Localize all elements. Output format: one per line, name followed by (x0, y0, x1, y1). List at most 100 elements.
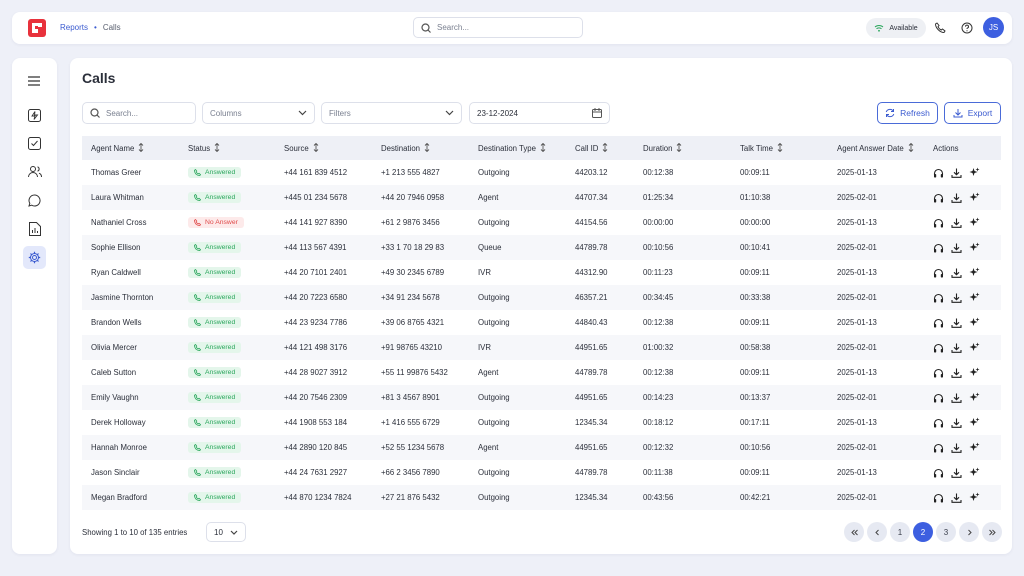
columns-dropdown[interactable]: Columns (202, 102, 315, 124)
download-button[interactable] (951, 193, 962, 203)
download-button[interactable] (951, 243, 962, 253)
listen-button[interactable] (933, 168, 944, 178)
global-search[interactable]: Search... (413, 17, 583, 38)
table-row: Jason Sinclair Answered +44 24 7631 2927 +6… (82, 460, 1001, 485)
download-button[interactable] (951, 443, 962, 453)
sort-icon[interactable] (777, 142, 783, 153)
listen-button[interactable] (933, 418, 944, 428)
status-icon (194, 469, 201, 476)
sort-icon[interactable] (676, 142, 682, 153)
page-size-select[interactable]: 10 (206, 522, 246, 542)
download-button[interactable] (951, 293, 962, 303)
listen-button[interactable] (933, 193, 944, 203)
download-button[interactable] (951, 468, 962, 478)
listen-button[interactable] (933, 318, 944, 328)
avatar[interactable]: JS (983, 17, 1004, 38)
prev-page[interactable] (867, 522, 887, 542)
ai-button[interactable] (969, 467, 980, 478)
page-button[interactable]: 2 (913, 522, 933, 542)
nav-activity[interactable] (28, 109, 41, 122)
phone-button[interactable] (934, 22, 946, 34)
sort-icon[interactable] (908, 142, 914, 153)
menu-icon[interactable] (28, 76, 40, 86)
cell-text: +61 2 9876 3456 (381, 218, 440, 227)
sort-icon[interactable] (214, 142, 220, 153)
next-page[interactable] (959, 522, 979, 542)
last-page[interactable] (982, 522, 1002, 542)
download-button[interactable] (951, 218, 962, 228)
logo[interactable] (28, 19, 46, 37)
table-cell: Jason Sinclair (82, 460, 179, 485)
download-button[interactable] (951, 493, 962, 503)
ai-button[interactable] (969, 342, 980, 353)
column-label: Destination (381, 144, 421, 153)
ai-button[interactable] (969, 292, 980, 303)
download-button[interactable] (951, 393, 962, 403)
status-pill[interactable]: Available (866, 18, 926, 38)
first-page[interactable] (844, 522, 864, 542)
download-button[interactable] (951, 418, 962, 428)
ai-button[interactable] (969, 217, 980, 228)
ai-button[interactable] (969, 242, 980, 253)
table-row: Ryan Caldwell Answered +44 20 7101 2401 +49… (82, 260, 1001, 285)
table-row: Jasmine Thornton Answered +44 20 7223 6580… (82, 285, 1001, 310)
date-picker[interactable]: 23-12-2024 (469, 102, 610, 124)
page-button[interactable]: 1 (890, 522, 910, 542)
download-button[interactable] (951, 318, 962, 328)
table-search[interactable]: Search... (82, 102, 196, 124)
chevron (298, 110, 307, 116)
nav-messages[interactable] (28, 194, 41, 207)
help-button[interactable] (961, 22, 973, 34)
sort-icon[interactable] (540, 142, 546, 153)
listen-button[interactable] (933, 293, 944, 303)
cell-text: 44951.65 (575, 343, 608, 352)
button-label: Refresh (900, 108, 930, 118)
export-button[interactable]: Export (944, 102, 1001, 124)
ai-button[interactable] (969, 167, 980, 178)
nav-settings-active[interactable] (23, 246, 46, 269)
cell-text: IVR (478, 268, 491, 277)
download-button[interactable] (951, 268, 962, 278)
ai-button[interactable] (969, 367, 980, 378)
ai-button[interactable] (969, 392, 980, 403)
cell-text: 01:10:38 (740, 193, 771, 202)
listen-button[interactable] (933, 268, 944, 278)
sort-icon[interactable] (313, 142, 319, 153)
refresh-button[interactable]: Refresh (877, 102, 938, 124)
ai-button[interactable] (969, 442, 980, 453)
table-cell: 2025-02-01 (828, 235, 924, 260)
listen-button[interactable] (933, 343, 944, 353)
breadcrumb-link[interactable]: Reports (60, 23, 89, 32)
filters-dropdown[interactable]: Filters (321, 102, 462, 124)
download-button[interactable] (951, 343, 962, 353)
ai-button[interactable] (969, 417, 980, 428)
cell-text: 12345.34 (575, 418, 608, 427)
ai-button[interactable] (969, 192, 980, 203)
table-cell: +1 213 555 4827 (372, 160, 469, 185)
table-cell: 00:10:56 (731, 435, 828, 460)
sort-icon[interactable] (602, 142, 608, 153)
nav-tasks[interactable] (28, 137, 41, 150)
listen-button[interactable] (933, 468, 944, 478)
download-button[interactable] (951, 368, 962, 378)
ai-button[interactable] (969, 267, 980, 278)
status-text: Answered (205, 194, 236, 201)
sort-icon[interactable] (424, 142, 430, 153)
listen-button[interactable] (933, 218, 944, 228)
listen-button[interactable] (933, 443, 944, 453)
listen-button[interactable] (933, 243, 944, 253)
ai-button[interactable] (969, 317, 980, 328)
table-cell: 44789.78 (566, 235, 634, 260)
sort-icon[interactable] (138, 142, 144, 153)
listen-button[interactable] (933, 368, 944, 378)
nav-reports[interactable] (29, 222, 41, 236)
page-button[interactable]: 3 (936, 522, 956, 542)
listen-button[interactable] (933, 393, 944, 403)
nav-users[interactable] (28, 165, 42, 178)
ai-button[interactable] (969, 492, 980, 503)
listen-button[interactable] (933, 493, 944, 503)
download-button[interactable] (951, 168, 962, 178)
cell-text: 00:10:41 (740, 243, 771, 252)
table-cell: Outgoing (469, 160, 566, 185)
